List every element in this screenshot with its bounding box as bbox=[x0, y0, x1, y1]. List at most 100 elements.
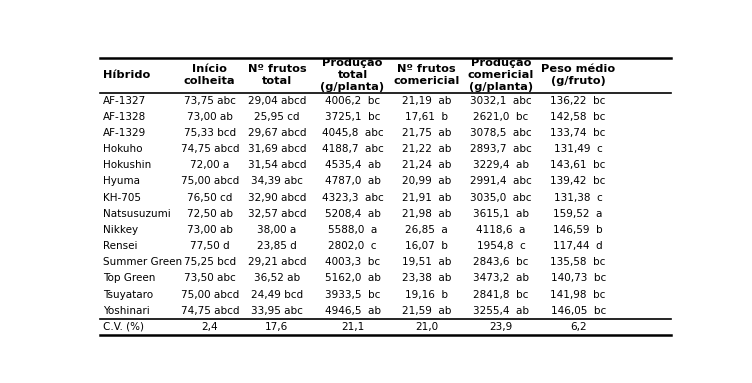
Text: 23,38  ab: 23,38 ab bbox=[402, 273, 451, 283]
Text: 4323,3  abc: 4323,3 abc bbox=[322, 193, 384, 203]
Text: 73,75 abc: 73,75 abc bbox=[183, 96, 235, 106]
Text: 29,67 abcd: 29,67 abcd bbox=[247, 128, 306, 138]
Text: 75,00 abcd: 75,00 abcd bbox=[180, 177, 239, 187]
Text: 2802,0  c: 2802,0 c bbox=[329, 241, 377, 251]
Text: 159,52  a: 159,52 a bbox=[553, 209, 603, 219]
Text: Nº frutos
comericial: Nº frutos comericial bbox=[393, 64, 460, 86]
Text: 21,19  ab: 21,19 ab bbox=[402, 96, 451, 106]
Text: 72,00 a: 72,00 a bbox=[190, 160, 229, 170]
Text: 75,00 abcd: 75,00 abcd bbox=[180, 290, 239, 300]
Text: 73,00 ab: 73,00 ab bbox=[186, 112, 232, 122]
Text: 139,42  bc: 139,42 bc bbox=[550, 177, 606, 187]
Text: 33,95 abc: 33,95 abc bbox=[251, 306, 303, 316]
Text: 29,21 abcd: 29,21 abcd bbox=[247, 257, 306, 267]
Text: Tsuyataro: Tsuyataro bbox=[103, 290, 153, 300]
Text: Hokuho: Hokuho bbox=[103, 144, 142, 154]
Text: 146,59  b: 146,59 b bbox=[553, 225, 603, 235]
Text: Nikkey: Nikkey bbox=[103, 225, 138, 235]
Text: 141,98  bc: 141,98 bc bbox=[550, 290, 606, 300]
Text: 32,57 abcd: 32,57 abcd bbox=[247, 209, 306, 219]
Text: 2843,6  bc: 2843,6 bc bbox=[473, 257, 529, 267]
Text: AF-1328: AF-1328 bbox=[103, 112, 146, 122]
Text: 140,73  bc: 140,73 bc bbox=[550, 273, 606, 283]
Text: 75,25 bcd: 75,25 bcd bbox=[183, 257, 236, 267]
Text: 21,59  ab: 21,59 ab bbox=[402, 306, 451, 316]
Text: Rensei: Rensei bbox=[103, 241, 138, 251]
Text: Peso médio
(g/fruto): Peso médio (g/fruto) bbox=[541, 64, 615, 86]
Text: 17,61  b: 17,61 b bbox=[405, 112, 448, 122]
Text: 21,1: 21,1 bbox=[341, 322, 364, 332]
Text: 26,85  a: 26,85 a bbox=[405, 225, 448, 235]
Text: Summer Green: Summer Green bbox=[103, 257, 182, 267]
Text: 117,44  d: 117,44 d bbox=[553, 241, 603, 251]
Text: 19,16  b: 19,16 b bbox=[405, 290, 448, 300]
Text: C.V. (%): C.V. (%) bbox=[103, 322, 144, 332]
Text: 131,49  c: 131,49 c bbox=[553, 144, 602, 154]
Text: 4787,0  ab: 4787,0 ab bbox=[325, 177, 381, 187]
Text: Nº frutos
total: Nº frutos total bbox=[247, 64, 306, 86]
Text: 25,95 cd: 25,95 cd bbox=[254, 112, 299, 122]
Text: Produção
total
(g/planta): Produção total (g/planta) bbox=[320, 58, 384, 92]
Text: 34,39 abc: 34,39 abc bbox=[251, 177, 303, 187]
Text: 5588,0  a: 5588,0 a bbox=[328, 225, 378, 235]
Text: 3725,1  bc: 3725,1 bc bbox=[325, 112, 381, 122]
Text: 32,90 abcd: 32,90 abcd bbox=[247, 193, 306, 203]
Text: 75,33 bcd: 75,33 bcd bbox=[183, 128, 236, 138]
Text: 3933,5  bc: 3933,5 bc bbox=[325, 290, 381, 300]
Text: 73,50 abc: 73,50 abc bbox=[184, 273, 235, 283]
Text: 4535,4  ab: 4535,4 ab bbox=[325, 160, 381, 170]
Text: 1954,8  c: 1954,8 c bbox=[477, 241, 526, 251]
Text: Yoshinari: Yoshinari bbox=[103, 306, 150, 316]
Text: 2893,7  abc: 2893,7 abc bbox=[470, 144, 532, 154]
Text: 23,9: 23,9 bbox=[490, 322, 513, 332]
Text: 136,22  bc: 136,22 bc bbox=[550, 96, 606, 106]
Text: 2621,0  bc: 2621,0 bc bbox=[474, 112, 529, 122]
Text: AF-1329: AF-1329 bbox=[103, 128, 146, 138]
Text: 4946,5  ab: 4946,5 ab bbox=[325, 306, 381, 316]
Text: 29,04 abcd: 29,04 abcd bbox=[247, 96, 306, 106]
Text: 3473,2  ab: 3473,2 ab bbox=[473, 273, 529, 283]
Text: 5162,0  ab: 5162,0 ab bbox=[325, 273, 381, 283]
Text: 5208,4  ab: 5208,4 ab bbox=[325, 209, 381, 219]
Text: 3032,1  abc: 3032,1 abc bbox=[470, 96, 532, 106]
Text: 142,58  bc: 142,58 bc bbox=[550, 112, 606, 122]
Text: 143,61  bc: 143,61 bc bbox=[550, 160, 606, 170]
Text: Top Green: Top Green bbox=[103, 273, 155, 283]
Text: 146,05  bc: 146,05 bc bbox=[550, 306, 606, 316]
Text: 24,49 bcd: 24,49 bcd bbox=[251, 290, 303, 300]
Text: 21,24  ab: 21,24 ab bbox=[402, 160, 451, 170]
Text: 21,98  ab: 21,98 ab bbox=[402, 209, 451, 219]
Text: 4003,3  bc: 4003,3 bc bbox=[325, 257, 380, 267]
Text: Produção
comericial
(g/planta): Produção comericial (g/planta) bbox=[468, 58, 534, 92]
Text: 16,07  b: 16,07 b bbox=[405, 241, 448, 251]
Text: 21,22  ab: 21,22 ab bbox=[402, 144, 451, 154]
Text: 76,50 cd: 76,50 cd bbox=[187, 193, 232, 203]
Text: 2,4: 2,4 bbox=[202, 322, 218, 332]
Text: 3255,4  ab: 3255,4 ab bbox=[473, 306, 529, 316]
Text: Natsusuzumi: Natsusuzumi bbox=[103, 209, 171, 219]
Text: 74,75 abcd: 74,75 abcd bbox=[180, 144, 239, 154]
Text: KH-705: KH-705 bbox=[103, 193, 141, 203]
Text: 2991,4  abc: 2991,4 abc bbox=[470, 177, 532, 187]
Text: 4006,2  bc: 4006,2 bc bbox=[325, 96, 380, 106]
Text: AF-1327: AF-1327 bbox=[103, 96, 146, 106]
Text: 31,54 abcd: 31,54 abcd bbox=[247, 160, 306, 170]
Text: 21,75  ab: 21,75 ab bbox=[402, 128, 451, 138]
Text: 4118,6  a: 4118,6 a bbox=[476, 225, 526, 235]
Text: 36,52 ab: 36,52 ab bbox=[254, 273, 300, 283]
Text: Hokushin: Hokushin bbox=[103, 160, 151, 170]
Text: 21,91  ab: 21,91 ab bbox=[402, 193, 451, 203]
Text: 3035,0  abc: 3035,0 abc bbox=[470, 193, 532, 203]
Text: 38,00 a: 38,00 a bbox=[257, 225, 296, 235]
Text: 21,0: 21,0 bbox=[415, 322, 438, 332]
Text: 6,2: 6,2 bbox=[570, 322, 587, 332]
Text: Início
colheita: Início colheita bbox=[184, 64, 235, 86]
Text: 135,58  bc: 135,58 bc bbox=[550, 257, 606, 267]
Text: 2841,8  bc: 2841,8 bc bbox=[473, 290, 529, 300]
Text: 23,85 d: 23,85 d bbox=[257, 241, 297, 251]
Text: Híbrido: Híbrido bbox=[103, 70, 150, 80]
Text: 73,00 ab: 73,00 ab bbox=[186, 225, 232, 235]
Text: 3078,5  abc: 3078,5 abc bbox=[470, 128, 532, 138]
Text: 4188,7  abc: 4188,7 abc bbox=[322, 144, 384, 154]
Text: 4045,8  abc: 4045,8 abc bbox=[322, 128, 384, 138]
